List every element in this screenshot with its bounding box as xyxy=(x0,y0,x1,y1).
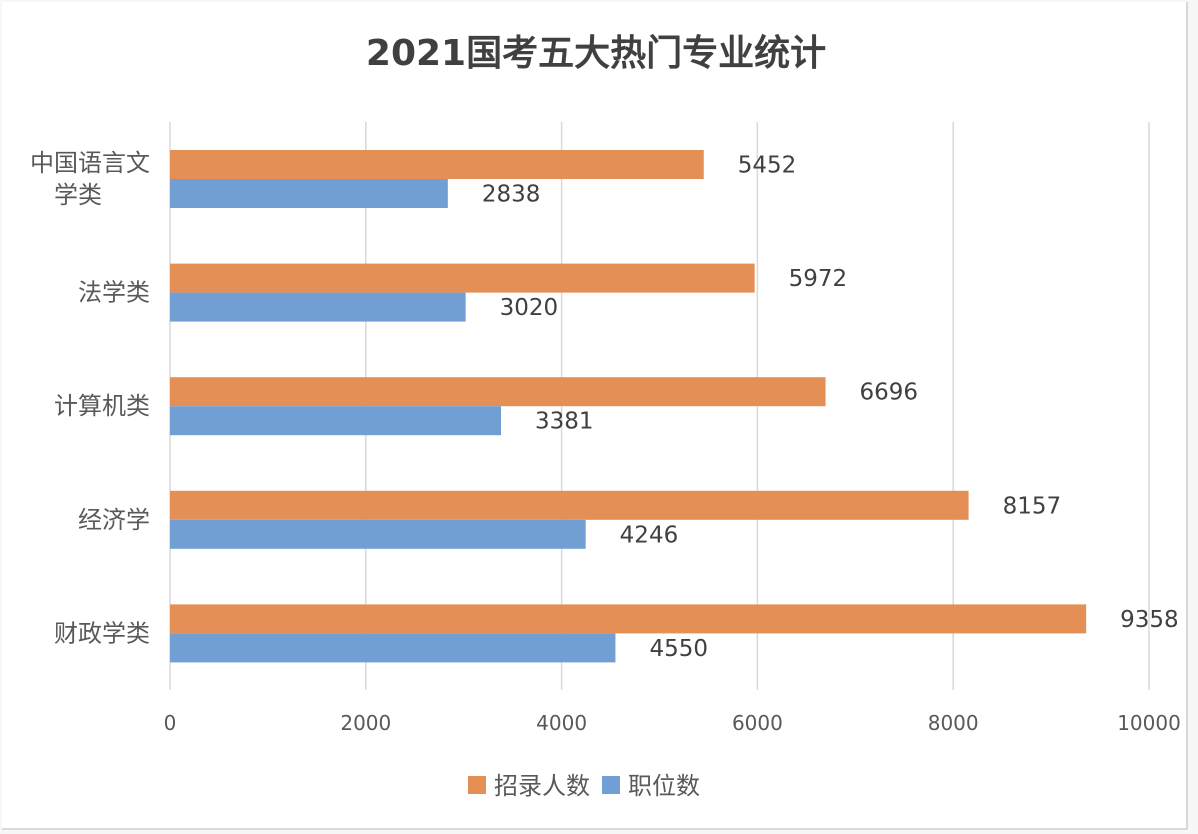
x-tick-label: 2000 xyxy=(340,711,391,735)
x-tick-label: 6000 xyxy=(732,711,783,735)
data-label: 6696 xyxy=(860,380,919,406)
category-label-line: 经济学 xyxy=(78,506,150,534)
category-label-line: 财政学类 xyxy=(54,619,150,647)
bar xyxy=(170,406,501,436)
bars xyxy=(170,150,1087,663)
data-labels: 5452 2838 5972 3020 6696 3381 8157 4246 9358 4550 xyxy=(482,153,1179,662)
category-label: 计算机类 xyxy=(54,392,150,420)
data-label: 4550 xyxy=(649,636,708,662)
bar xyxy=(170,490,969,520)
category-label-line: 法学类 xyxy=(78,279,150,307)
x-tick-label: 10000 xyxy=(1117,711,1181,735)
bar xyxy=(170,150,704,179)
bar-chart: 2021国考五大热门专业统计 0 2000 4000 6000 8000 10000 中国… xyxy=(30,33,1181,800)
legend-label: 招录人数 xyxy=(494,772,590,800)
data-label: 3020 xyxy=(500,295,559,321)
x-axis: 0 2000 4000 6000 8000 10000 xyxy=(164,711,1181,735)
bar xyxy=(170,292,466,322)
bar xyxy=(170,263,755,293)
category-label: 中国语言文学类 xyxy=(30,149,150,209)
data-label: 2838 xyxy=(482,182,541,208)
data-label: 5972 xyxy=(789,266,848,292)
data-label: 3381 xyxy=(535,409,594,435)
data-label: 9358 xyxy=(1120,607,1179,633)
category-label: 法学类 xyxy=(78,279,150,307)
bar xyxy=(170,604,1087,634)
bar xyxy=(170,179,448,208)
data-label: 5452 xyxy=(738,153,797,179)
data-label: 4246 xyxy=(620,522,679,548)
legend: 招录人数 职位数 xyxy=(468,772,700,800)
data-label: 8157 xyxy=(1003,493,1062,519)
chart-title: 2021国考五大热门专业统计 xyxy=(366,33,826,74)
bar xyxy=(170,377,826,407)
x-tick-label: 8000 xyxy=(928,711,979,735)
bar xyxy=(170,633,616,663)
category-label: 财政学类 xyxy=(54,619,150,647)
bar xyxy=(170,519,586,549)
category-label-line: 学类 xyxy=(54,181,102,209)
legend-swatch xyxy=(602,776,620,794)
x-tick-label: 4000 xyxy=(536,711,587,735)
legend-label: 职位数 xyxy=(628,772,700,800)
category-label: 经济学 xyxy=(78,506,150,534)
category-label-line: 计算机类 xyxy=(54,392,150,420)
category-label-line: 中国语言文 xyxy=(30,149,150,177)
x-tick-label: 0 xyxy=(164,711,177,735)
legend-swatch xyxy=(468,776,486,794)
